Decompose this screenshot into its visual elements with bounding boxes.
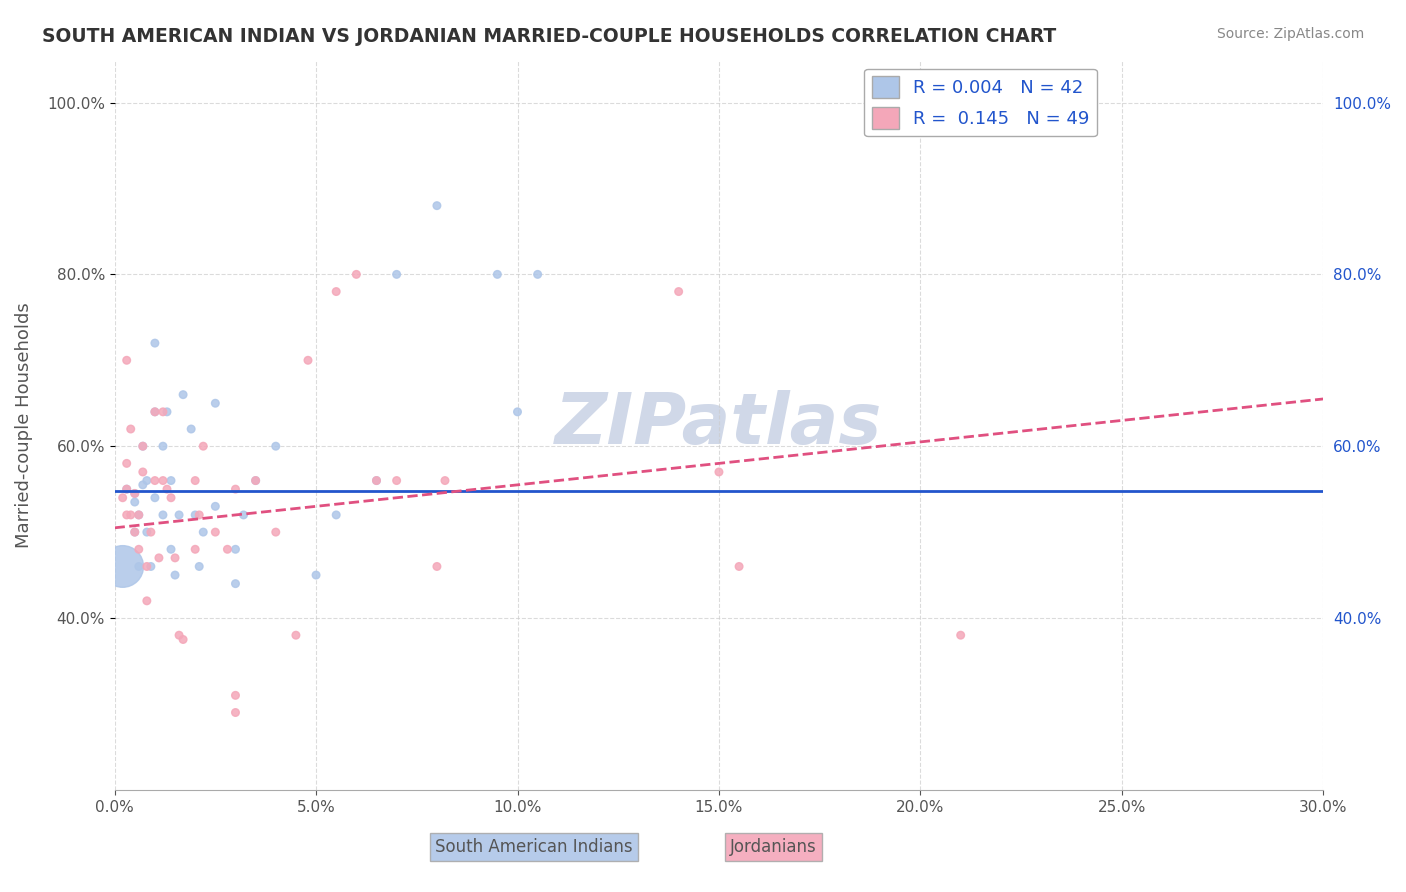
Point [135,594,157,608]
Point [115,353,138,368]
Point [115,508,138,522]
Text: SOUTH AMERICAN INDIAN VS JORDANIAN MARRIED-COUPLE HOUSEHOLDS CORRELATION CHART: SOUTH AMERICAN INDIAN VS JORDANIAN MARRI… [42,27,1056,45]
Text: South American Indians: South American Indians [436,838,633,856]
Text: Source: ZipAtlas.com: Source: ZipAtlas.com [1216,27,1364,41]
Point [120,508,142,522]
Point [385,268,408,282]
Point [143,491,166,505]
Point [167,628,190,642]
Point [344,268,367,282]
Point [135,559,157,574]
Point [160,542,183,557]
Point [111,491,134,505]
Point [217,542,239,557]
Point [115,456,138,470]
Point [143,474,166,488]
Point [124,525,146,540]
Point [486,268,509,282]
Point [325,508,347,522]
Point [152,439,174,453]
Point [160,474,183,488]
Point [111,559,134,574]
Point [172,387,194,401]
Point [128,508,150,522]
Point [204,525,226,540]
Point [135,474,157,488]
Point [115,482,138,496]
Point [132,439,155,453]
Point [135,525,157,540]
Point [204,396,226,410]
Point [139,559,162,574]
Point [167,508,190,522]
Point [224,542,246,557]
Point [245,474,267,488]
Point [426,559,449,574]
Point [224,689,246,703]
Point [193,439,215,453]
Point [707,465,730,479]
Point [156,482,179,496]
Point [128,559,150,574]
Point [224,706,246,720]
Point [297,353,319,368]
Point [366,474,388,488]
Point [143,336,166,351]
Point [433,474,456,488]
Point [143,405,166,419]
Point [385,474,408,488]
Point [128,508,150,522]
Point [132,478,155,492]
Point [284,628,307,642]
Point [193,525,215,540]
Point [172,632,194,647]
Point [152,474,174,488]
Point [163,568,186,582]
Point [184,508,207,522]
Point [152,405,174,419]
Point [232,508,254,522]
Point [143,405,166,419]
Point [124,486,146,500]
Point [124,495,146,509]
Point [180,422,202,436]
Point [188,508,211,522]
Point [204,500,226,514]
Point [224,482,246,496]
Point [506,405,529,419]
Point [426,199,449,213]
Point [132,439,155,453]
Point [120,422,142,436]
Point [156,405,179,419]
Point [160,491,183,505]
Point [264,525,287,540]
Point [668,285,690,299]
Point [152,508,174,522]
Point [728,559,751,574]
Point [526,268,548,282]
Point [224,576,246,591]
Point [184,542,207,557]
Point [366,474,388,488]
Point [245,474,267,488]
Text: ZIPatlas: ZIPatlas [555,390,883,459]
Point [264,439,287,453]
Point [139,525,162,540]
Point [124,525,146,540]
Point [163,550,186,565]
Legend: R = 0.004   N = 42, R =  0.145   N = 49: R = 0.004 N = 42, R = 0.145 N = 49 [865,69,1097,136]
Point [305,568,328,582]
Point [124,486,146,500]
Point [128,542,150,557]
Point [115,482,138,496]
Point [188,559,211,574]
Point [132,465,155,479]
Point [325,285,347,299]
Point [148,550,170,565]
Text: Jordanians: Jordanians [730,838,817,856]
Point [184,474,207,488]
Y-axis label: Married-couple Households: Married-couple Households [15,301,32,548]
Point [949,628,972,642]
